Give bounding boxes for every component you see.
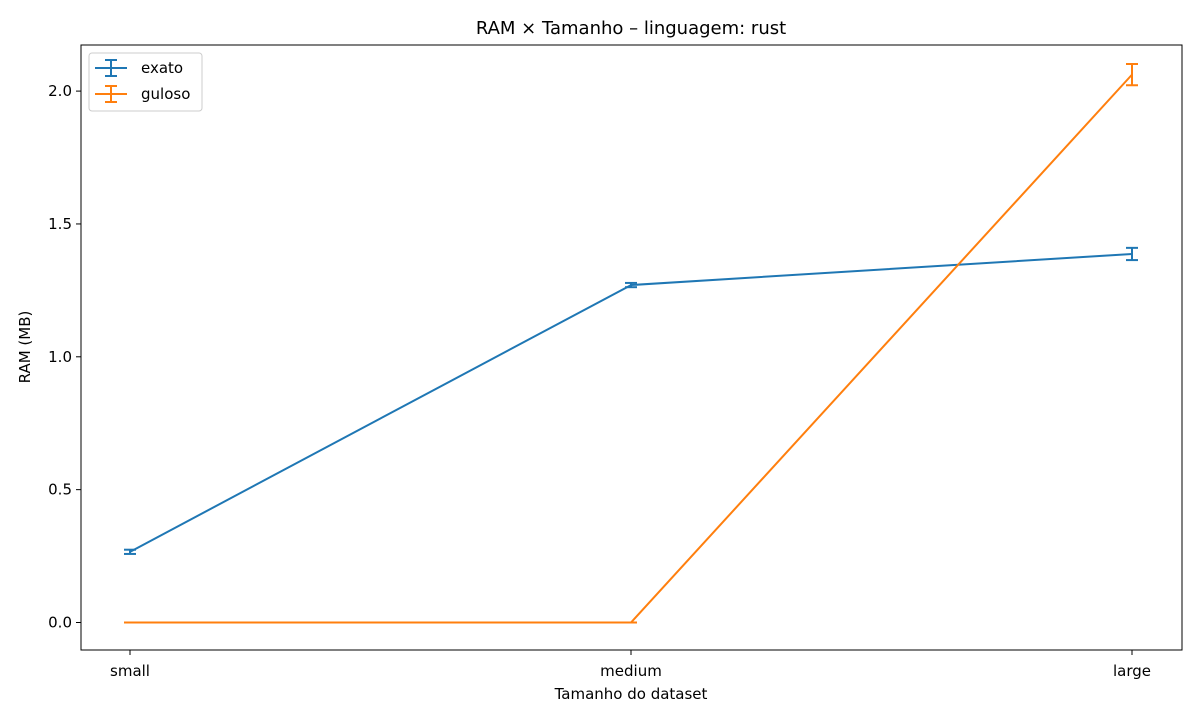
plot-area [81,45,1182,650]
x-axis-label: Tamanho do dataset [554,685,708,703]
legend-label: guloso [141,85,190,103]
y-axis-label: RAM (MB) [16,311,34,384]
y-axis: 0.0 0.5 1.0 1.5 2.0 [48,82,81,632]
series-exato [124,246,1138,555]
chart-title: RAM × Tamanho – linguagem: rust [476,18,786,39]
x-axis: small medium large [110,650,1151,680]
legend-item-guloso: guloso [95,85,190,103]
y-tick-label: 1.0 [48,348,72,366]
y-tick-label: 0.0 [48,614,72,632]
y-tick-label: 2.0 [48,82,72,100]
legend-item-exato: exato [95,59,183,77]
x-tick-label: large [1113,662,1151,680]
x-tick-label: small [110,662,150,680]
legend: exato guloso [88,52,203,112]
y-tick-label: 1.5 [48,215,72,233]
x-tick-label: medium [600,662,662,680]
legend-label: exato [141,59,183,77]
series-guloso [124,62,1138,624]
y-tick-label: 0.5 [48,481,72,499]
series-layer [124,62,1138,624]
